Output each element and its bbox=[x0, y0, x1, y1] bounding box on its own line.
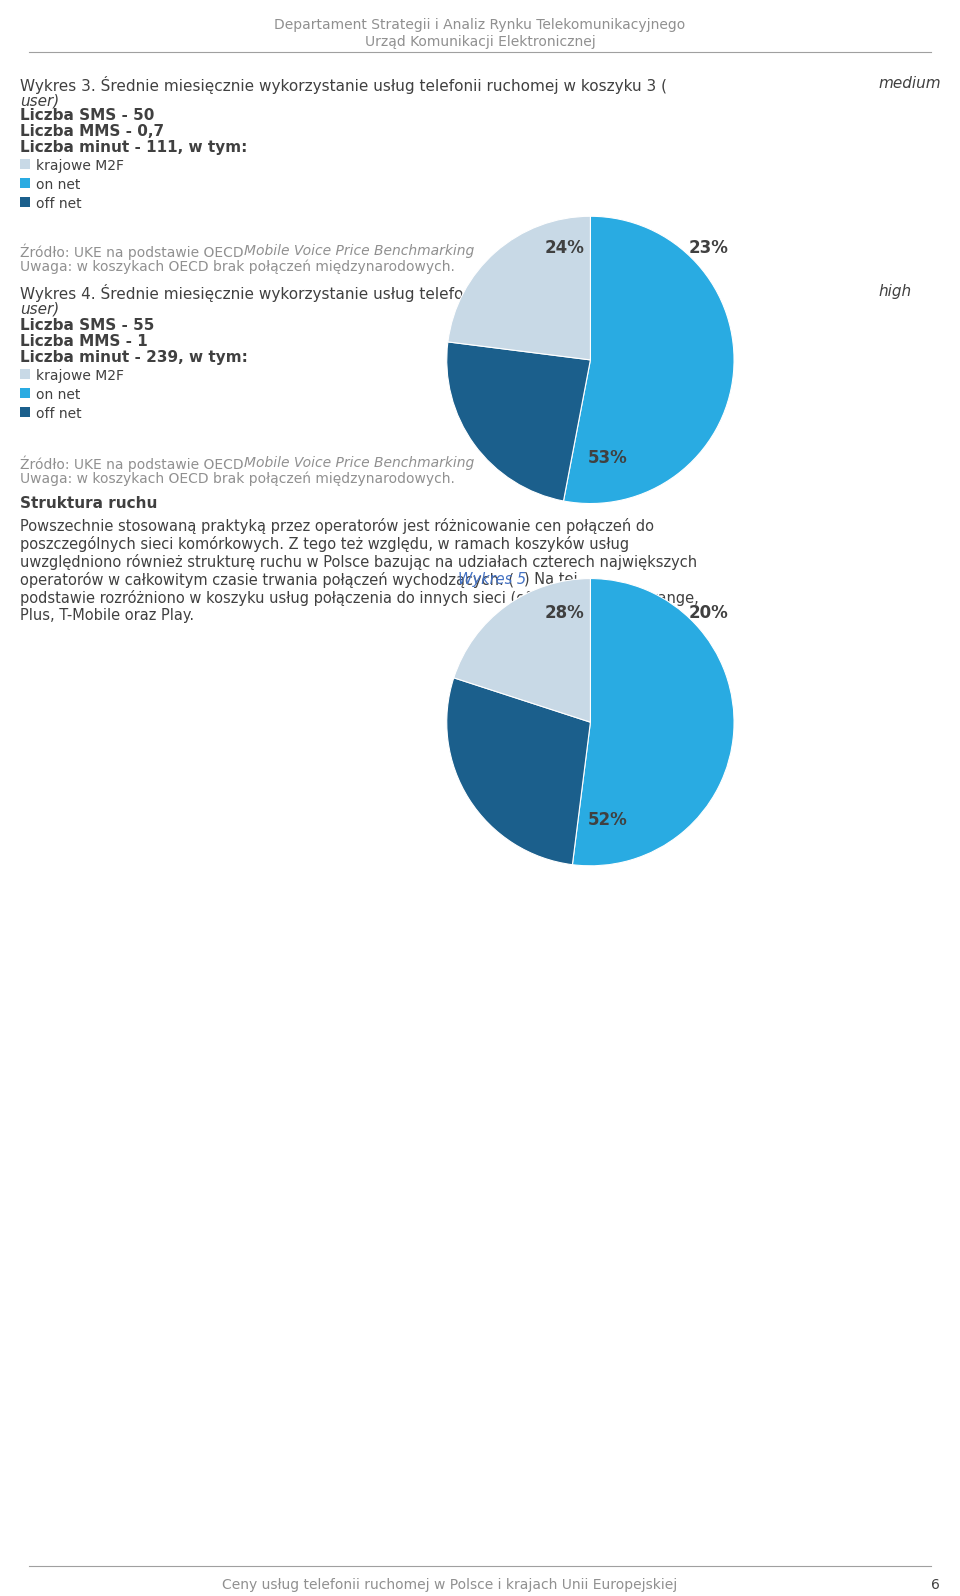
Text: krajowe M2F: krajowe M2F bbox=[36, 160, 124, 172]
Text: on net: on net bbox=[36, 179, 81, 192]
Text: Wykres 4. Średnie miesięcznie wykorzystanie usług telefonii ruchomej w koszyku 4: Wykres 4. Średnie miesięcznie wykorzysta… bbox=[20, 284, 667, 302]
Text: Mobile Voice Price Benchmarking: Mobile Voice Price Benchmarking bbox=[244, 456, 474, 469]
Text: Źródło: UKE na podstawie OECD: Źródło: UKE na podstawie OECD bbox=[20, 456, 248, 472]
Text: .: . bbox=[527, 456, 532, 469]
Wedge shape bbox=[448, 217, 590, 361]
Text: Liczba minut - 111, w tym:: Liczba minut - 111, w tym: bbox=[20, 140, 248, 155]
Text: medium: medium bbox=[878, 77, 941, 91]
Text: 28%: 28% bbox=[544, 603, 585, 622]
Text: .: . bbox=[527, 244, 532, 259]
Text: 24%: 24% bbox=[544, 239, 585, 257]
Text: 20%: 20% bbox=[688, 603, 728, 622]
Wedge shape bbox=[454, 578, 590, 721]
Text: podstawie rozróżniono w koszyku usług połączenia do innych sieci (off net): do s: podstawie rozróżniono w koszyku usług po… bbox=[20, 591, 699, 606]
Bar bbox=[20, 179, 30, 188]
Text: Plus, T-Mobile oraz Play.: Plus, T-Mobile oraz Play. bbox=[20, 608, 194, 622]
Text: Ceny usług telefonii ruchomej w Polsce i krajach Unii Europejskiej: Ceny usług telefonii ruchomej w Polsce i… bbox=[223, 1578, 678, 1591]
Text: off net: off net bbox=[36, 407, 82, 421]
Text: 52%: 52% bbox=[588, 811, 628, 828]
Text: uwzględniono również strukturę ruchu w Polsce bazując na udziałach czterech najw: uwzględniono również strukturę ruchu w P… bbox=[20, 554, 697, 570]
Text: user): user) bbox=[20, 93, 60, 109]
Wedge shape bbox=[446, 678, 590, 865]
Text: Liczba minut - 239, w tym:: Liczba minut - 239, w tym: bbox=[20, 350, 248, 365]
Text: ) Na tej: ) Na tej bbox=[524, 571, 578, 587]
Wedge shape bbox=[446, 342, 590, 501]
Text: Uwaga: w koszykach OECD brak połączeń międzynarodowych.: Uwaga: w koszykach OECD brak połączeń mi… bbox=[20, 472, 455, 487]
Bar bbox=[20, 160, 30, 169]
Text: Urząd Komunikacji Elektronicznej: Urząd Komunikacji Elektronicznej bbox=[365, 35, 595, 49]
Text: operatorów w całkowitym czasie trwania połączeń wychodzących. (: operatorów w całkowitym czasie trwania p… bbox=[20, 571, 515, 587]
Bar bbox=[20, 388, 30, 397]
Text: 6: 6 bbox=[931, 1578, 940, 1591]
Text: poszczególnych sieci komórkowych. Z tego też względu, w ramach koszyków usług: poszczególnych sieci komórkowych. Z tego… bbox=[20, 536, 629, 552]
Text: Liczba MMS - 0,7: Liczba MMS - 0,7 bbox=[20, 124, 164, 139]
Text: off net: off net bbox=[36, 196, 82, 211]
Text: Struktura ruchu: Struktura ruchu bbox=[20, 496, 157, 511]
Text: Mobile Voice Price Benchmarking: Mobile Voice Price Benchmarking bbox=[244, 244, 474, 259]
Text: Wykres 3. Średnie miesięcznie wykorzystanie usług telefonii ruchomej w koszyku 3: Wykres 3. Średnie miesięcznie wykorzysta… bbox=[20, 77, 667, 94]
Text: user): user) bbox=[20, 302, 60, 316]
Text: Liczba SMS - 50: Liczba SMS - 50 bbox=[20, 109, 155, 123]
Text: 23%: 23% bbox=[688, 239, 728, 257]
Text: Powszechnie stosowaną praktyką przez operatorów jest różnicowanie cen połączeń d: Powszechnie stosowaną praktyką przez ope… bbox=[20, 519, 654, 535]
Text: on net: on net bbox=[36, 388, 81, 402]
Bar bbox=[20, 196, 30, 207]
Wedge shape bbox=[564, 217, 734, 503]
Text: high: high bbox=[878, 284, 911, 298]
Text: Źródło: UKE na podstawie OECD: Źródło: UKE na podstawie OECD bbox=[20, 244, 248, 260]
Bar bbox=[20, 407, 30, 417]
Text: Liczba MMS - 1: Liczba MMS - 1 bbox=[20, 334, 148, 350]
Text: Liczba SMS - 55: Liczba SMS - 55 bbox=[20, 318, 155, 334]
Text: Departament Strategii i Analiz Rynku Telekomunikacyjnego: Departament Strategii i Analiz Rynku Tel… bbox=[275, 18, 685, 32]
Text: krajowe M2F: krajowe M2F bbox=[36, 369, 124, 383]
Bar bbox=[20, 369, 30, 378]
Text: 53%: 53% bbox=[588, 448, 628, 466]
Text: Uwaga: w koszykach OECD brak połączeń międzynarodowych.: Uwaga: w koszykach OECD brak połączeń mi… bbox=[20, 260, 455, 275]
Text: Wykres 5: Wykres 5 bbox=[458, 571, 526, 587]
Wedge shape bbox=[572, 578, 734, 865]
